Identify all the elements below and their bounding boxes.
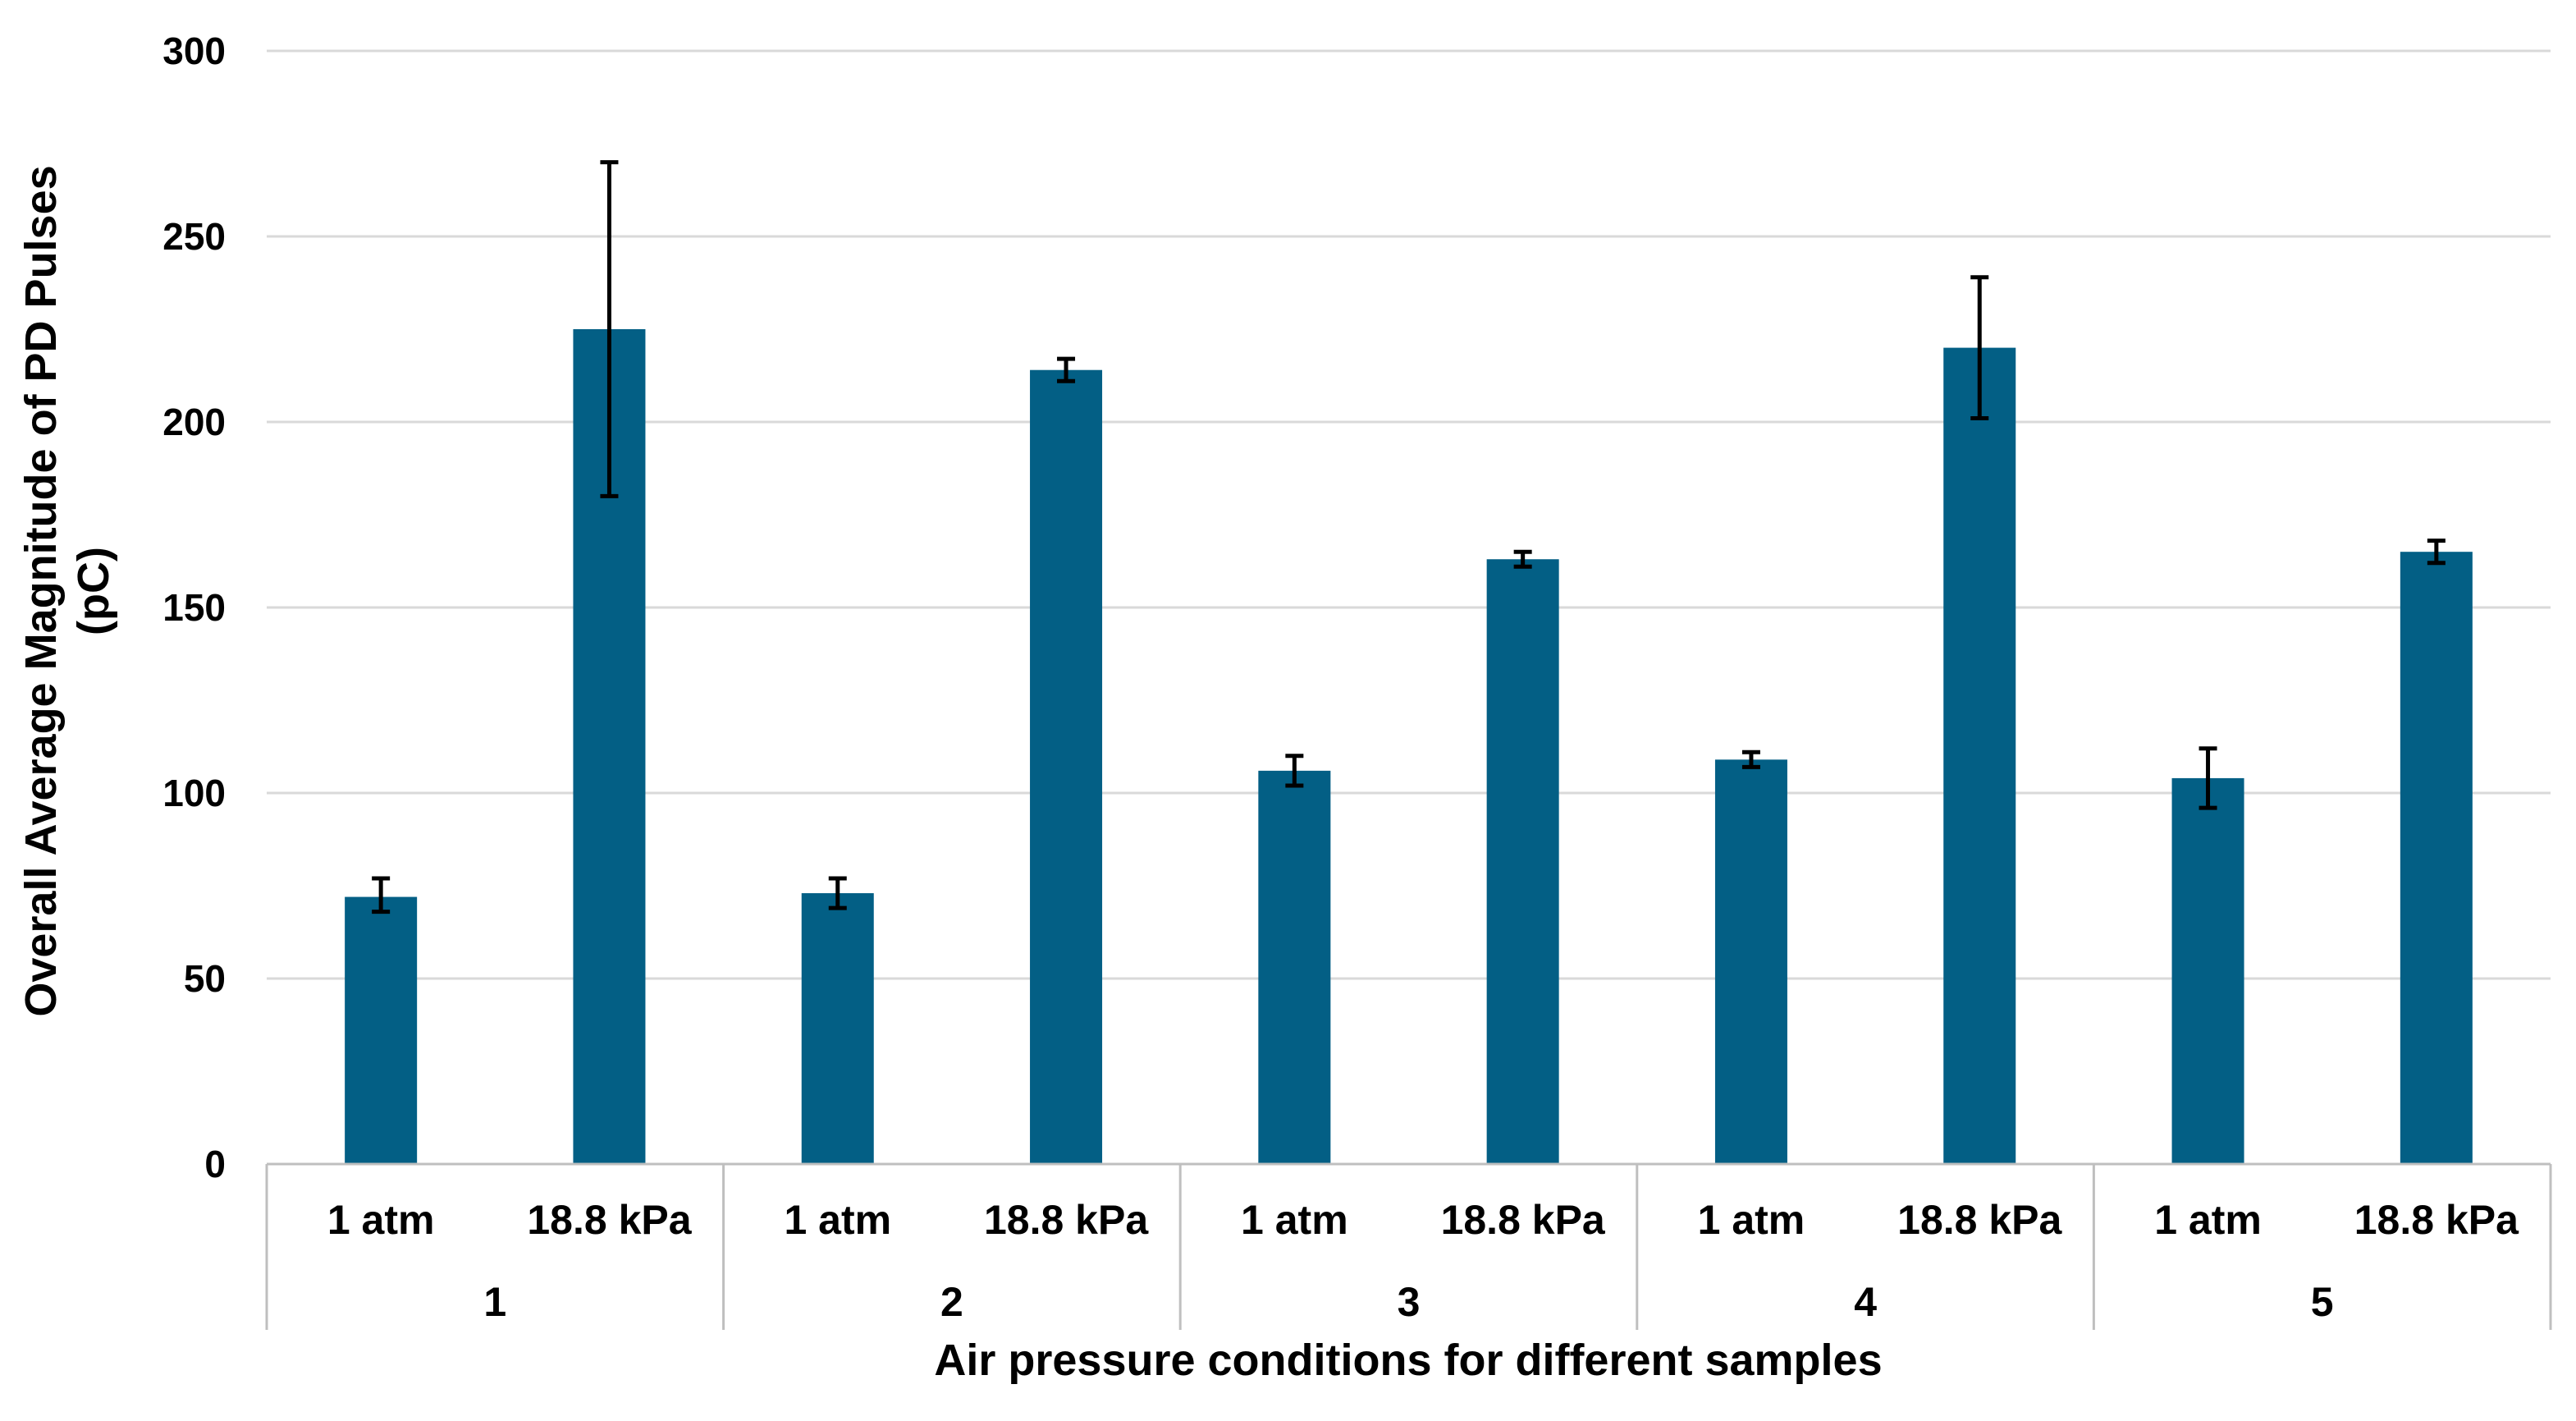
- error-bars: [372, 160, 2446, 914]
- bar-4: [1030, 369, 1103, 1165]
- x-category-label-4: 18.8 kPa: [984, 1197, 1149, 1243]
- x-category-label-2: 18.8 kPa: [527, 1197, 692, 1243]
- x-group-label-1: 1: [483, 1279, 506, 1325]
- x-category-label-5: 1 atm: [1241, 1197, 1348, 1243]
- y-tick-label-150: 150: [162, 586, 226, 629]
- x-group-label-4: 4: [1854, 1279, 1877, 1325]
- gridlines: [267, 49, 2551, 980]
- x-category-label-8: 18.8 kPa: [1897, 1197, 2062, 1243]
- y-axis-title-group: Overall Average Magnitude of PD Pulses (…: [16, 165, 118, 1016]
- y-tick-label-300: 300: [162, 30, 226, 72]
- x-group-label-5: 5: [2311, 1279, 2334, 1325]
- x-category-label-9: 1 atm: [2154, 1197, 2262, 1243]
- bar-5: [1258, 770, 1331, 1164]
- bar-9: [2171, 777, 2244, 1164]
- x-group-label-2: 2: [940, 1279, 963, 1325]
- x-category-label-6: 18.8 kPa: [1441, 1197, 1606, 1243]
- axes: [265, 1162, 2552, 1330]
- labels: 0 50 100 150 200 250 300 1 atm 18.8 kPa 1 atm 18.8…: [162, 30, 2519, 1325]
- y-tick-label-0: 0: [204, 1143, 226, 1185]
- bar-1: [345, 896, 418, 1164]
- x-group-label-3: 3: [1398, 1279, 1421, 1325]
- x-axis-title: Air pressure conditions for different sa…: [934, 1336, 1882, 1385]
- x-category-label-3: 1 atm: [784, 1197, 891, 1243]
- y-tick-label-100: 100: [162, 772, 226, 814]
- bars: [345, 329, 2473, 1165]
- y-tick-label-50: 50: [184, 957, 226, 1000]
- bar-10: [2400, 552, 2473, 1164]
- bar-6: [1486, 559, 1559, 1164]
- y-tick-label-250: 250: [162, 215, 226, 258]
- bar-8: [1943, 347, 2016, 1165]
- bar-3: [801, 893, 874, 1164]
- x-category-label-10: 18.8 kPa: [2354, 1197, 2519, 1243]
- y-axis-title-line1: Overall Average Magnitude of PD Pulses: [16, 165, 66, 1016]
- y-axis-title-line2: (pC): [69, 547, 118, 635]
- y-tick-label-200: 200: [162, 401, 226, 443]
- bar-7: [1714, 759, 1787, 1164]
- x-category-label-7: 1 atm: [1698, 1197, 1805, 1243]
- x-category-label-1: 1 atm: [327, 1197, 435, 1243]
